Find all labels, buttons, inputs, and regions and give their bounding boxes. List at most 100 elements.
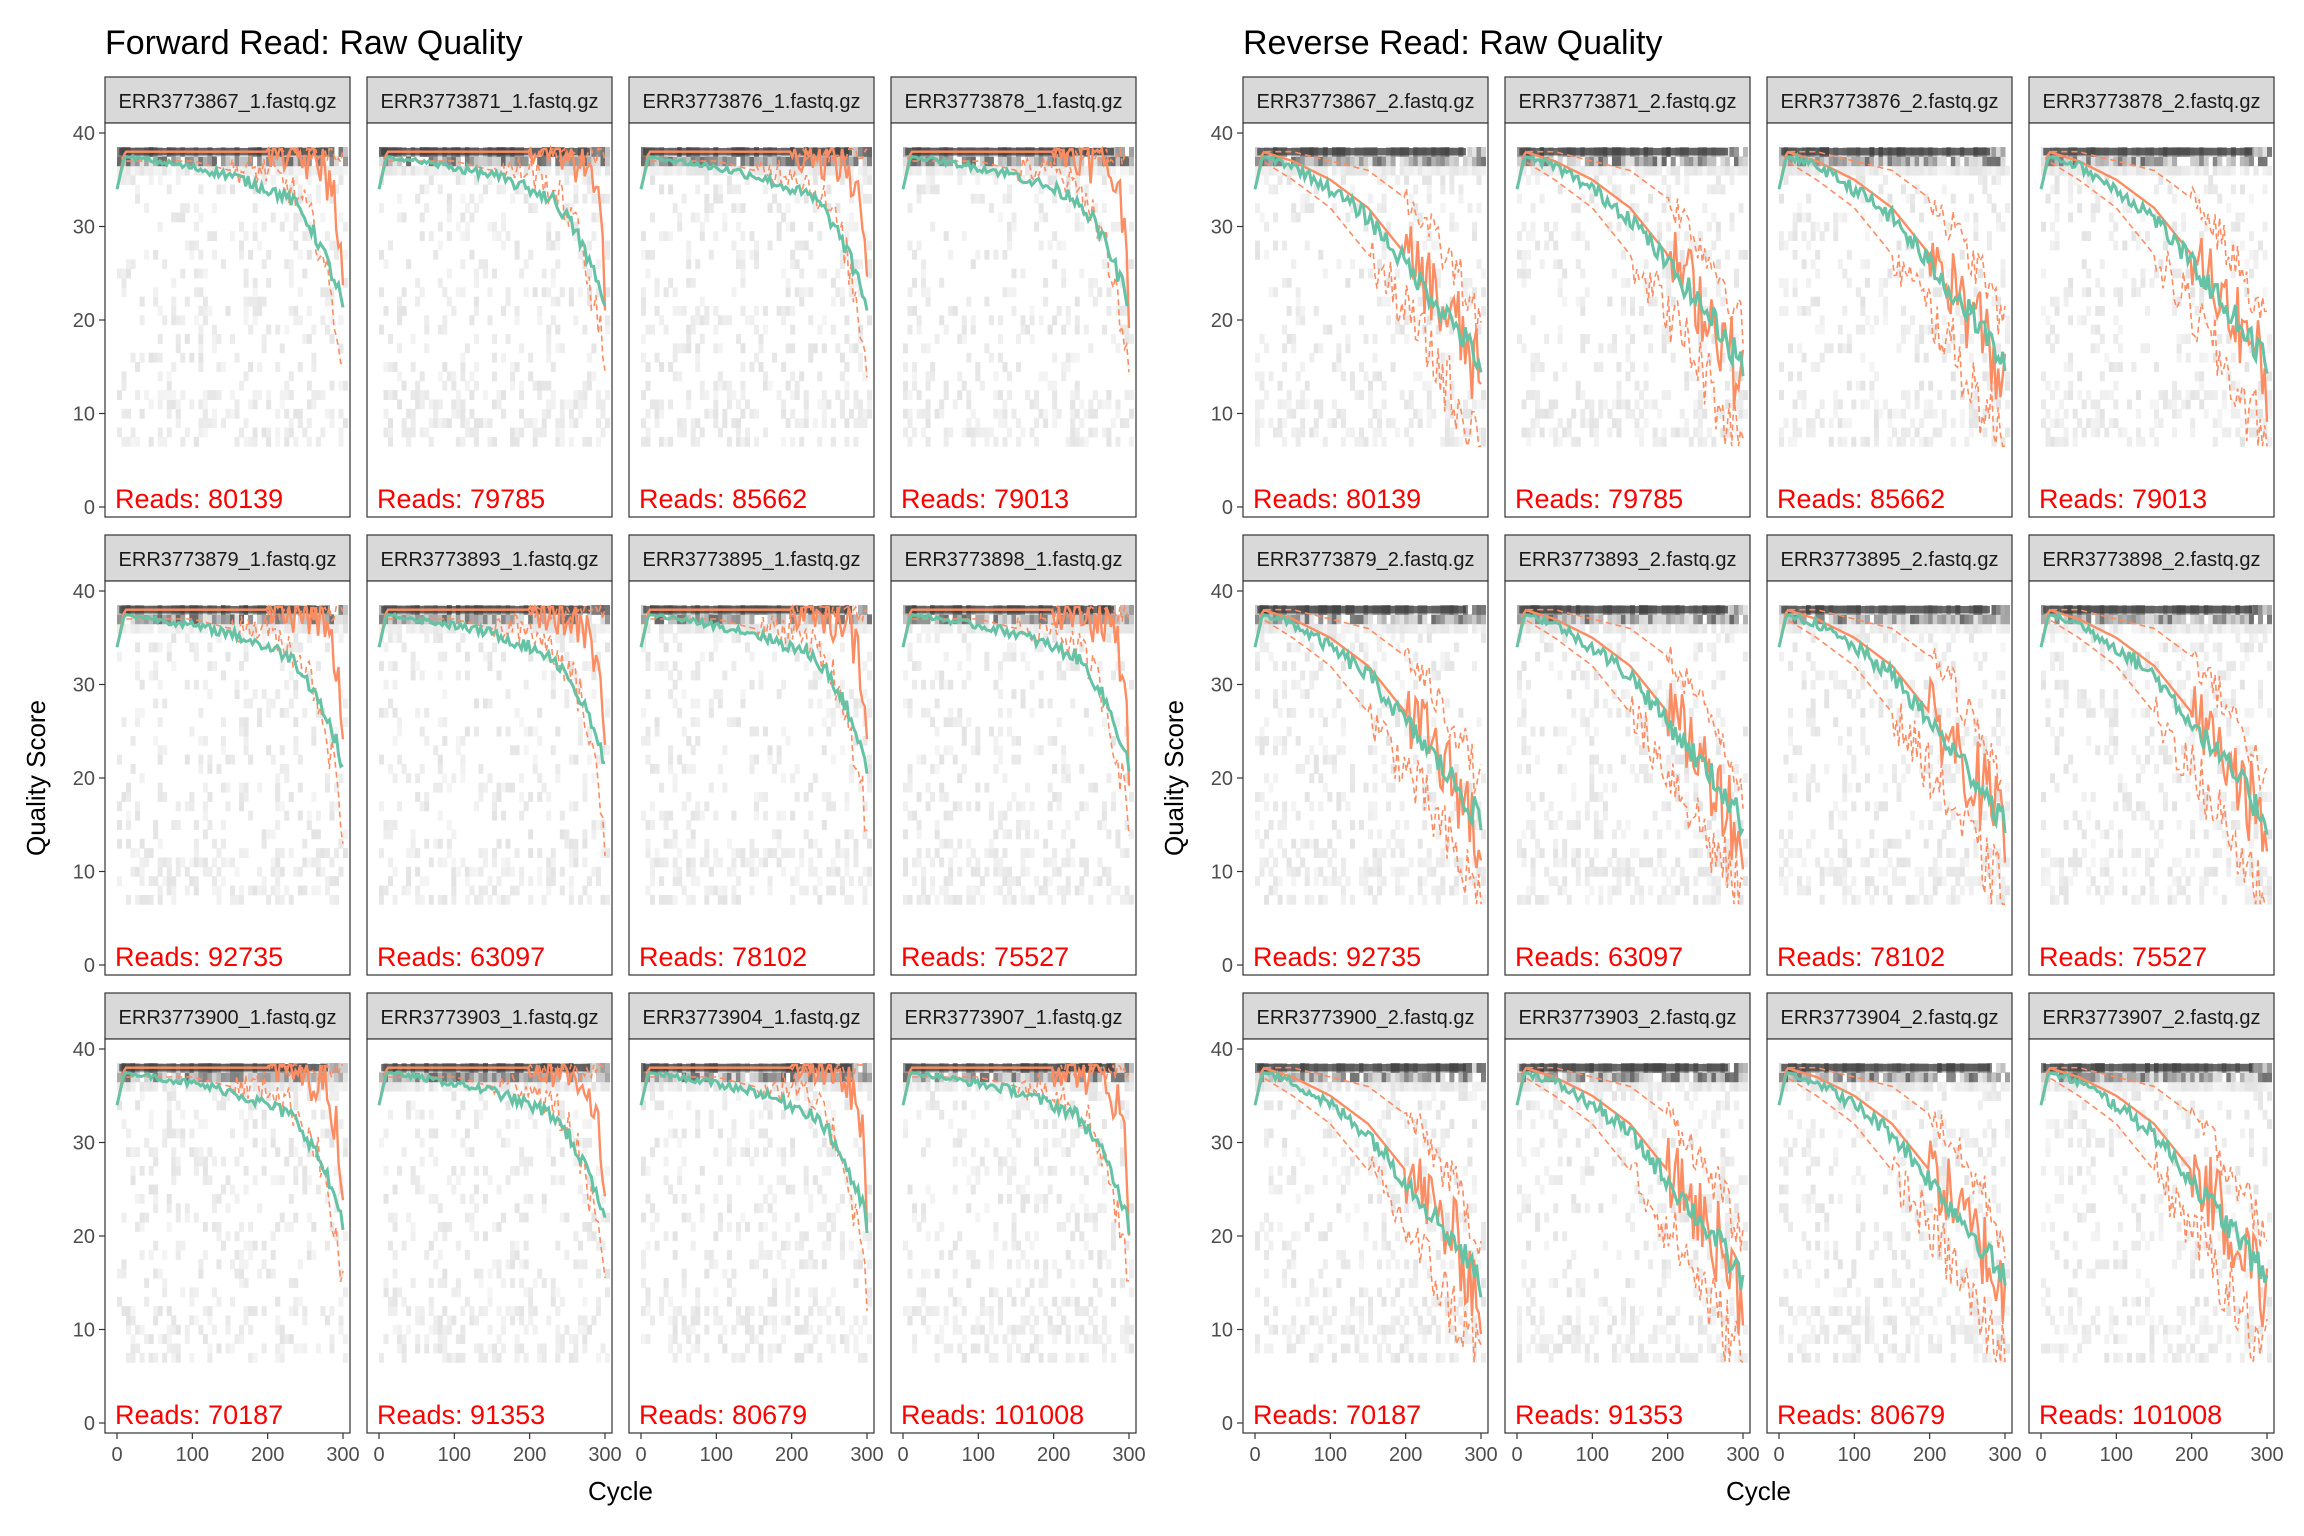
heat-cell — [383, 165, 389, 176]
heat-cell — [464, 651, 470, 662]
heat-cell — [988, 203, 994, 213]
heat-cell — [659, 623, 665, 634]
heat-cell — [1101, 165, 1107, 176]
heat-cell — [817, 268, 823, 279]
heat-cell — [776, 221, 782, 232]
heat-cell — [153, 829, 159, 840]
heat-cell — [338, 436, 344, 447]
heat-cell — [469, 156, 475, 167]
heat-cell — [821, 717, 827, 728]
heat-cell — [252, 1119, 258, 1129]
heat-cell — [510, 362, 516, 372]
heat-cell — [135, 1193, 141, 1204]
heat-cell — [144, 1334, 150, 1345]
heat-cell — [220, 614, 226, 625]
heat-cell — [803, 885, 809, 896]
heat-cell — [225, 1315, 231, 1326]
heat-cell — [1020, 866, 1026, 877]
heat-cell — [126, 408, 132, 419]
heat-cell — [446, 268, 452, 279]
heat-cell — [315, 249, 321, 260]
heat-cell — [275, 801, 281, 812]
heat-cell — [672, 1193, 678, 1204]
heat-cell — [835, 698, 841, 709]
heat-cell — [1016, 876, 1022, 887]
heat-cell — [546, 1137, 552, 1148]
heat-cell — [275, 614, 281, 625]
heat-cell — [315, 885, 321, 896]
heat-cell — [446, 212, 452, 223]
heat-cell — [758, 679, 764, 690]
heat-cell — [808, 642, 814, 653]
heat-cell — [496, 726, 502, 737]
heat-cell — [808, 726, 814, 737]
heat-cell — [279, 1334, 285, 1345]
heat-cell — [315, 1343, 321, 1354]
heat-cell — [776, 305, 782, 316]
median-line — [115, 604, 345, 740]
heat-cell — [216, 866, 222, 877]
heat-cell — [1011, 212, 1017, 223]
heat-cell — [1065, 362, 1071, 372]
heat-cell — [600, 1193, 606, 1204]
heat-cell — [144, 894, 150, 905]
heat-cell — [867, 268, 873, 279]
heat-cell — [437, 184, 443, 195]
heat-cell — [288, 390, 294, 400]
heat-cell — [835, 165, 841, 176]
heat-cell — [139, 857, 145, 868]
heat-cell — [324, 614, 330, 625]
heat-cell — [961, 165, 967, 176]
heat-cell — [546, 623, 552, 634]
heat-cell — [1025, 165, 1031, 176]
heat-cell — [848, 277, 854, 288]
heat-cell — [460, 857, 466, 868]
heat-cell — [595, 1072, 601, 1083]
heat-cell — [844, 857, 850, 868]
heat-cell — [478, 259, 484, 270]
heat-cell — [329, 735, 335, 746]
heat-cell — [338, 866, 344, 877]
heat-cell — [193, 820, 199, 830]
heat-cell — [514, 436, 520, 447]
heat-cell — [130, 156, 136, 167]
heat-cell — [984, 614, 990, 625]
heat-cell — [997, 810, 1003, 821]
heat-cell — [641, 735, 647, 746]
heat-cell — [1034, 745, 1040, 756]
heat-cell — [930, 792, 936, 802]
heat-cell — [907, 165, 913, 176]
heat-cell — [686, 399, 692, 410]
heat-cell — [867, 240, 873, 251]
heat-cell — [189, 801, 195, 812]
heat-cell — [148, 848, 154, 858]
facet-label: ERR3773904_1.fastq.gz — [643, 1007, 861, 1029]
heat-cell — [207, 1175, 213, 1186]
heat-cell — [306, 1091, 312, 1101]
heat-cell — [1092, 427, 1098, 438]
heat-cell — [1047, 801, 1053, 812]
heat-cell — [1038, 184, 1044, 195]
heat-cell — [997, 689, 1003, 700]
heat-cell — [735, 614, 741, 625]
heat-cell — [284, 763, 290, 774]
heat-cell — [275, 1324, 281, 1335]
heat-cell — [848, 829, 854, 840]
heat-cell — [1052, 418, 1058, 429]
heat-cell — [686, 735, 692, 746]
heat-cell — [1097, 165, 1103, 176]
heat-cell — [184, 633, 190, 643]
heat-cell — [315, 866, 321, 877]
heat-cell — [261, 221, 267, 232]
heat-cell — [492, 848, 498, 858]
heat-cell — [934, 165, 940, 176]
heat-cell — [826, 184, 832, 195]
heat-cell — [605, 193, 611, 204]
heat-cell — [180, 352, 186, 363]
heat-cell — [586, 371, 592, 382]
heat-cell — [573, 1334, 579, 1345]
heat-cell — [157, 745, 163, 756]
heat-cell — [1002, 362, 1008, 372]
heat-cell — [261, 1109, 267, 1120]
heat-cell — [1124, 820, 1130, 830]
